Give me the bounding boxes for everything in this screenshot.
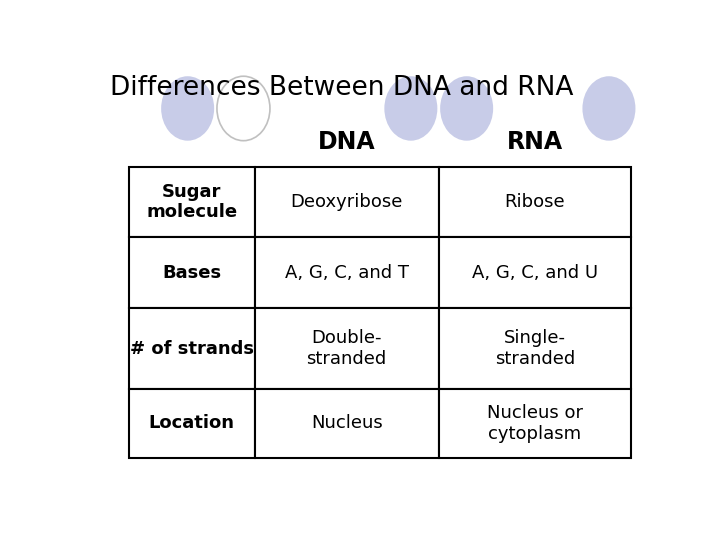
Text: Ribose: Ribose [505, 193, 565, 211]
Bar [129, 238, 255, 308]
Bar [255, 167, 438, 238]
Bar [129, 308, 255, 389]
Ellipse shape [440, 76, 493, 141]
Text: DNA: DNA [318, 130, 376, 154]
Text: A, G, C, and U: A, G, C, and U [472, 264, 598, 282]
Text: Sugar
molecule: Sugar molecule [146, 183, 238, 221]
Text: Nucleus or
cytoplasm: Nucleus or cytoplasm [487, 404, 583, 443]
Bar [438, 238, 631, 308]
Text: A, G, C, and T: A, G, C, and T [284, 264, 409, 282]
Text: Differences Between DNA and RNA: Differences Between DNA and RNA [109, 75, 573, 101]
Bar [255, 308, 438, 389]
Bar [129, 167, 255, 238]
Text: Single-
stranded: Single- stranded [495, 329, 575, 368]
Text: Location: Location [149, 414, 235, 433]
Text: Bases: Bases [162, 264, 221, 282]
Bar [129, 389, 255, 458]
Text: Double-
stranded: Double- stranded [307, 329, 387, 368]
Bar [438, 167, 631, 238]
Bar [438, 308, 631, 389]
Text: Deoxyribose: Deoxyribose [290, 193, 403, 211]
Bar [255, 238, 438, 308]
Bar [438, 389, 631, 458]
Text: Nucleus: Nucleus [311, 414, 382, 433]
Ellipse shape [161, 76, 214, 141]
Text: RNA: RNA [507, 130, 563, 154]
Ellipse shape [582, 76, 636, 141]
Ellipse shape [384, 76, 437, 141]
Bar [255, 389, 438, 458]
Text: # of strands: # of strands [130, 340, 254, 357]
